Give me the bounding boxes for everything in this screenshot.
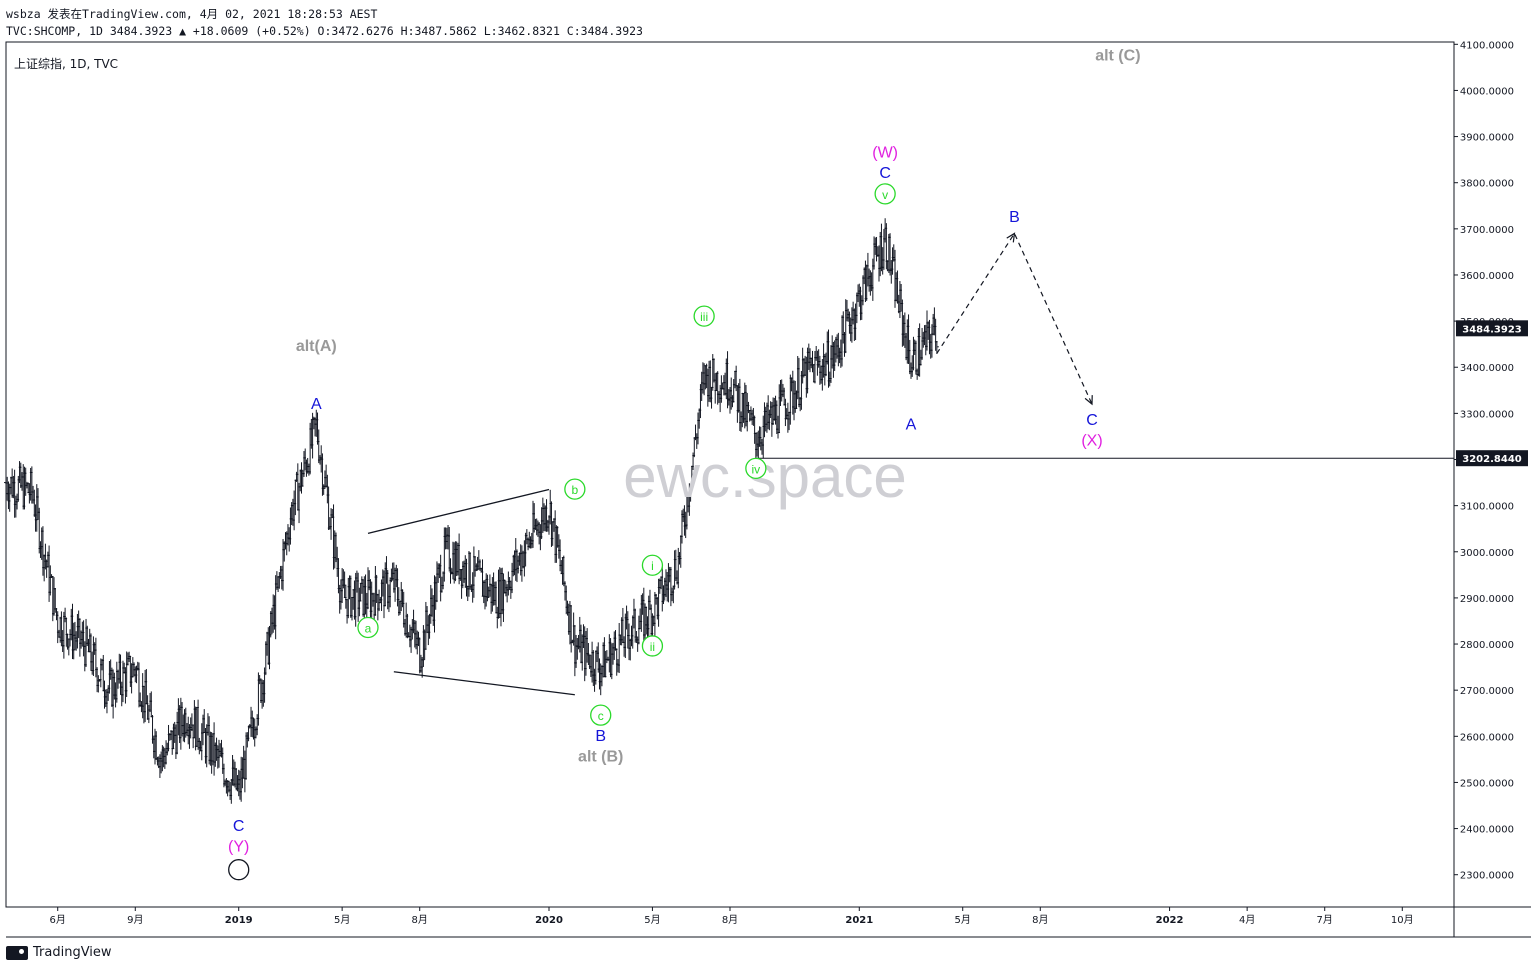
wave-label: ii — [650, 640, 655, 654]
price-tick-label: 3100.0000 — [1460, 502, 1514, 513]
time-tick-label: 5月 — [334, 914, 350, 926]
time-tick-label: 7月 — [1317, 914, 1333, 926]
wave-label: C — [879, 165, 891, 182]
level-price-badge: 3202.8440 — [1462, 454, 1522, 465]
wave-label: b — [572, 483, 579, 497]
wave-label: i — [651, 559, 654, 573]
time-tick-label: 5月 — [955, 914, 971, 926]
wave-label-circle — [874, 183, 896, 205]
last-price-badge: 3484.3923 — [1462, 324, 1522, 335]
time-tick-label: 2020 — [535, 915, 563, 926]
wave-label-circle — [357, 616, 379, 639]
price-tick-label: 3900.0000 — [1460, 133, 1514, 144]
channel-line — [367, 488, 550, 534]
chart-header-ohlc: TVC:SHCOMP, 1D 3484.3923 ▲ +18.0609 (+0.… — [6, 24, 643, 38]
wave-label: C — [1086, 412, 1098, 429]
price-tick-label: 2900.0000 — [1460, 594, 1514, 605]
tradingview-logo-icon — [6, 945, 28, 960]
wave-label-circle — [564, 478, 586, 500]
level-price-badge-bg — [1456, 450, 1528, 467]
wave-label: alt (C) — [1095, 47, 1140, 64]
price-tick-label: 4100.0000 — [1460, 40, 1514, 51]
wave-label-circle — [693, 305, 715, 327]
wave-label: A — [906, 417, 917, 434]
drawing-lines — [367, 232, 1454, 696]
time-tick-label: 2022 — [1156, 915, 1184, 926]
time-tick-label: 8月 — [1032, 914, 1048, 926]
price-tick-label: 2800.0000 — [1460, 640, 1514, 651]
price-axis: 4100.0000 4000.0000 3900.0000 3800.0000 3700… — [1454, 40, 1528, 882]
projection-arrowhead — [1084, 395, 1093, 406]
projection-path — [936, 232, 1093, 405]
wave-label: iv — [752, 462, 761, 476]
price-tick-label: 3600.0000 — [1460, 271, 1514, 282]
symbol-label[interactable]: 上证综指, 1D, TVC — [14, 57, 119, 71]
time-tick-label: 8月 — [412, 914, 428, 926]
wave-label: (X) — [1081, 433, 1102, 450]
chart-header-publisher: wsbza 发表在TradingView.com, 4月 02, 2021 18… — [6, 7, 378, 21]
time-tick-label: 10月 — [1391, 914, 1414, 926]
wave-label-circle — [641, 635, 664, 657]
price-tick-label: 2400.0000 — [1460, 825, 1514, 836]
time-tick-label: 4月 — [1239, 914, 1255, 926]
price-tick-label: 3000.0000 — [1460, 548, 1514, 559]
price-tick-label: 2300.0000 — [1460, 871, 1514, 882]
wave-label: c — [598, 709, 604, 723]
time-tick-label: 8月 — [722, 914, 738, 926]
footer-brand: TradingView — [33, 945, 112, 960]
time-tick-label: 2021 — [845, 915, 873, 926]
wave-label: alt (B) — [578, 749, 623, 766]
time-tick-label: 9月 — [127, 914, 143, 926]
wave-label-circle — [590, 704, 612, 726]
wave-label: C — [233, 818, 245, 835]
wave-label: iii — [700, 310, 708, 324]
watermark: ewc.space — [623, 443, 906, 510]
wave-label: alt(A) — [296, 338, 337, 355]
price-tick-label: 3400.0000 — [1460, 363, 1514, 374]
time-tick-label: 2019 — [225, 915, 253, 926]
price-tick-label: 2700.0000 — [1460, 686, 1514, 697]
price-tick-label: 3300.0000 — [1460, 409, 1514, 420]
wave-label: (W) — [872, 144, 898, 161]
wave-label: B — [595, 728, 606, 745]
time-axis: 6月 9月 2019 5月 8月 2020 5月 8月 2021 5月 8月 2022 4月 7月 10月 — [50, 907, 1414, 926]
wave-label-circle — [745, 457, 767, 479]
channel-line — [393, 671, 575, 696]
price-tick-label: 2500.0000 — [1460, 778, 1514, 789]
price-tick-label: 3800.0000 — [1460, 179, 1514, 190]
wave-label: A — [311, 396, 322, 413]
tradingview-footer[interactable]: TradingView — [6, 945, 112, 960]
projection-arrowhead — [1006, 232, 1016, 243]
ohlc-bars — [4, 218, 939, 804]
price-tick-label: 3700.0000 — [1460, 225, 1514, 236]
time-tick-label: 5月 — [644, 914, 660, 926]
wave-label: (Y) — [228, 839, 249, 856]
wave-label: v — [882, 188, 888, 202]
wave-label: a — [365, 622, 372, 636]
wave-label-circle — [641, 554, 664, 576]
price-tick-label: 4000.0000 — [1460, 86, 1514, 97]
wave-label-circle — [228, 859, 250, 881]
wave-label: B — [1009, 209, 1020, 226]
price-tick-label: 2600.0000 — [1460, 732, 1514, 743]
last-price-badge-bg — [1456, 320, 1528, 337]
time-tick-label: 6月 — [50, 914, 66, 926]
